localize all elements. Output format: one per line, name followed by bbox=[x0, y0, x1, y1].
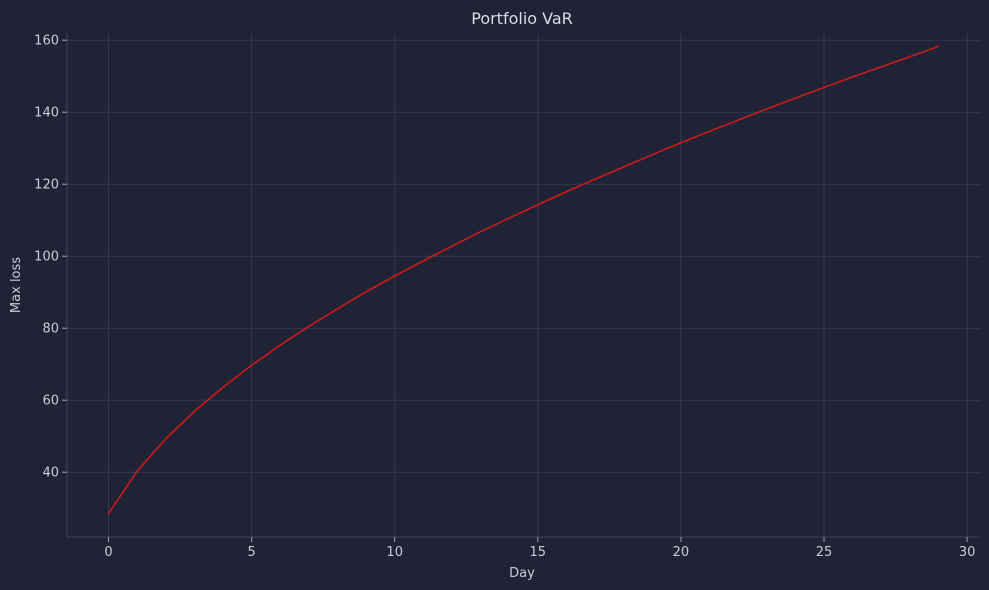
y-tick-label: 100 bbox=[34, 250, 59, 265]
x-tick-label: 20 bbox=[673, 545, 690, 560]
y-tick-label: 40 bbox=[42, 466, 59, 481]
y-axis-label: Max loss bbox=[9, 257, 24, 313]
x-tick-label: 10 bbox=[386, 545, 403, 560]
y-tick-label: 120 bbox=[34, 178, 59, 193]
x-tick-label: 25 bbox=[816, 545, 833, 560]
grid bbox=[67, 33, 980, 537]
y-tick-label: 80 bbox=[42, 322, 59, 337]
x-tick-label: 0 bbox=[104, 545, 112, 560]
y-tick-label: 60 bbox=[42, 394, 59, 409]
ticks: 0 5 10 15 20 25 30 40 60 80 100 120 140 160 bbox=[34, 34, 975, 560]
axes bbox=[66, 33, 980, 538]
x-tick-label: 5 bbox=[247, 545, 255, 560]
x-tick-label: 15 bbox=[530, 545, 547, 560]
x-tick-label: 30 bbox=[959, 545, 976, 560]
y-tick-label: 140 bbox=[34, 106, 59, 121]
series-line bbox=[107, 45, 940, 515]
chart-title: Portfolio VaR bbox=[471, 9, 573, 28]
y-tick-label: 160 bbox=[34, 34, 59, 49]
series-layer bbox=[107, 45, 940, 515]
x-axis-label: Day bbox=[509, 566, 535, 581]
